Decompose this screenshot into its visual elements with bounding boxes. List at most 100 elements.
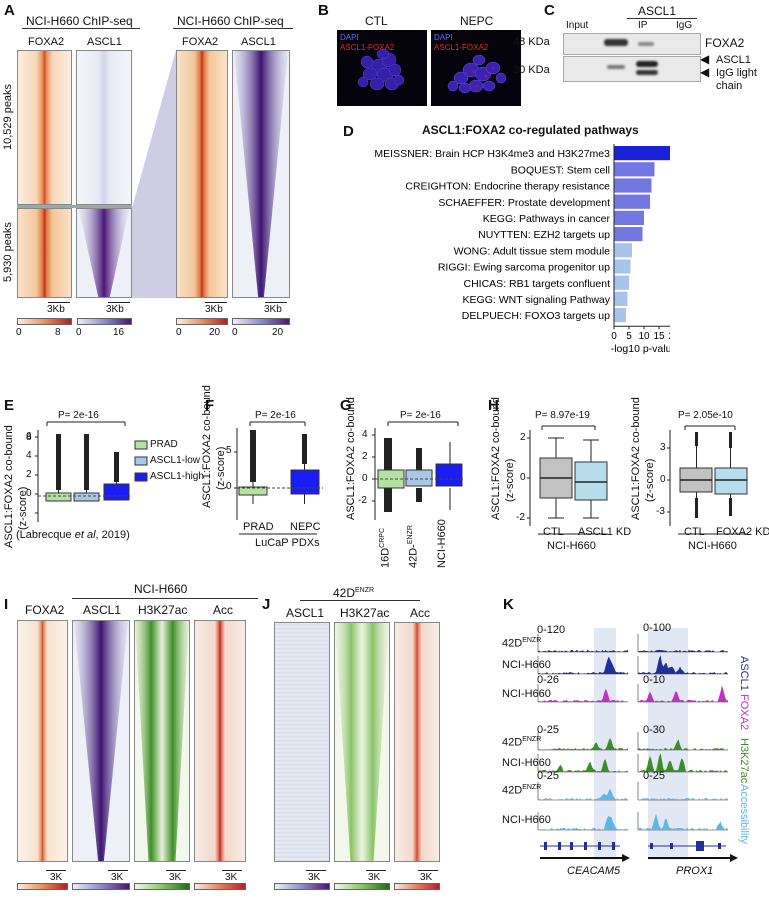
bar-label-6: WONG: Adult tissue stem module (454, 245, 611, 257)
k-range-l-1: 0-26 (537, 674, 560, 686)
k-gene-prox1: PROX1 (676, 865, 714, 877)
k-exon-left-5 (612, 842, 615, 850)
panel-c-header: ASCL1 (638, 4, 677, 18)
i-group-line (72, 598, 258, 599)
bar-label-2: CREIGHTON: Endocrine therapy resistance (405, 181, 610, 193)
f-ytick-0: 0 (226, 481, 232, 492)
j-group-line (300, 600, 420, 601)
g-cat2-sup: ENZR (407, 525, 414, 545)
k-signal-foxa2-h660-1 (638, 685, 728, 702)
band-ip-ascl1 (636, 61, 658, 67)
scale-label-a3: 3Kb (205, 304, 223, 315)
k-signal-ascl1-42d-0 (538, 649, 628, 652)
bar-label-5: NUYTTEN: EZH2 targets up (478, 229, 610, 241)
f-cat-prad: PRAD (243, 521, 274, 533)
j-heatmap-ascl1 (274, 622, 330, 862)
scale-bar-a3 (205, 302, 227, 303)
boxplot-h (527, 425, 748, 535)
j-col-acc: Acc (410, 606, 431, 620)
k-signal-acc-h660-1 (638, 813, 728, 830)
j-group-sup: ENZR (355, 587, 375, 594)
g-cat-16d: 16DCRPC (379, 528, 392, 568)
i-scalebar-1 (46, 870, 66, 871)
h1-cat-ctl: CTL (543, 526, 564, 538)
f-ytick-5: 5 (226, 445, 232, 456)
panel-b-ctl: CTL (365, 14, 388, 28)
microscopy-ctl: DAPI ASCL1-FOXA2 (337, 30, 427, 106)
j-col-ascl1: ASCL1 (286, 606, 325, 620)
pval-h1: P= 8.97e-19 (535, 410, 590, 421)
h2-group: NCI-H660 (688, 540, 737, 552)
bar-0 (614, 146, 670, 161)
h2-ylabel-1: ASCL1:FOXA2 co-bound (630, 397, 642, 520)
ascl1-wedge-graphic (78, 209, 130, 297)
colorbar-ascl1-zoom (232, 318, 290, 325)
k-signal-ascl1-h660-0 (538, 656, 628, 674)
g-ytick-2: 2 (362, 451, 368, 462)
k-signal-ascl1-42d-1 (638, 649, 728, 652)
citation-pre: (Labrecque (16, 529, 75, 541)
k-exon-right-0 (650, 843, 653, 849)
k-gene-ceacam5: CEACAM5 (567, 865, 621, 877)
panel-letter-f: F (205, 397, 215, 414)
f-ylabel-2: (z-score) (215, 446, 227, 490)
panel-letter-k: K (503, 596, 514, 613)
heatmap-separator (17, 205, 132, 208)
tick-foxa2-8: 8 (55, 327, 61, 338)
bar-3 (614, 194, 650, 209)
panel-letter-d: D (343, 123, 354, 140)
g-ytick-0: 0 (362, 473, 368, 484)
h1-cat-kd: ASCL1 KD (578, 526, 632, 538)
bar-label-1: BOQUEST: Stem cell (511, 164, 610, 176)
d-xtick-label-2: 10 (638, 331, 650, 342)
i-h3k27ac-graphic (135, 621, 189, 861)
j-scalebar-1 (306, 870, 326, 871)
bar-2 (614, 178, 652, 193)
e-ylabel-1: ASCL1:FOXA2 co-bound (3, 425, 15, 548)
g-ylabel: ASCL1:FOXA2 co-bound (345, 397, 357, 520)
panel-letter-b: B (318, 2, 329, 19)
g-cat-h660: NCI-H660 (436, 519, 448, 568)
h1-ylabel-2: (z-score) (504, 458, 516, 502)
k-signal-acc-h660-0 (538, 816, 628, 830)
tick-foxa2r-0: 0 (176, 327, 182, 338)
panel-letter-c: C (544, 2, 555, 19)
k-row-42d-1-text: 42D (502, 637, 523, 650)
k-range-r-1: 0-10 (643, 674, 666, 686)
cells-ctl-graphic (357, 48, 405, 91)
e-citation: (Labrecque et al, 2019) (16, 529, 130, 541)
k-signal-acc-42d-0 (538, 788, 628, 800)
k-range-r-2: 0-30 (643, 724, 666, 736)
i-heatmap-h3k27ac (134, 620, 190, 862)
k-row-42d-3: 42DENZR (502, 784, 541, 797)
g-ytick-4: 4 (362, 429, 368, 440)
i-col-foxa2: FOXA2 (25, 603, 65, 617)
k-exon-left-1 (558, 842, 561, 850)
panel-c-header-line (627, 18, 697, 19)
i-colorbar-2 (72, 883, 130, 890)
k-row-42d-1-sup: ENZR (522, 637, 542, 644)
j-group: 42DENZR (333, 586, 374, 600)
k-row-h660-4: NCI-H660 (502, 814, 551, 826)
e-ytick-4: 4 (26, 450, 32, 461)
panel-a-col-foxa2: FOXA2 (28, 36, 65, 48)
blot-arrow-2: ◀ (700, 65, 710, 79)
k-side-acc: Accessibility (738, 784, 750, 844)
panel-a-col-foxa2-right: FOXA2 (182, 36, 219, 48)
j-colorbar-3 (394, 883, 440, 890)
heatmap-ascl1-top (76, 50, 132, 205)
j-colorbar-1 (274, 883, 330, 890)
j-col-h3k27ac: H3K27ac (340, 606, 390, 620)
d-xtick-label-1: 5 (626, 331, 632, 342)
i-col-acc: Acc (213, 603, 234, 617)
k-signal-h3k27ac-42d-0 (538, 738, 628, 750)
k-side-foxa2: FOXA2 (738, 694, 750, 731)
k-exon-left-4 (598, 842, 601, 850)
peaks-top-label: 10,529 peaks (2, 83, 14, 150)
j-heatmap-acc (394, 622, 440, 862)
k-exon-right-1 (670, 843, 673, 849)
heatmap-foxa2-top (17, 50, 72, 205)
i-scale-1: 3K (50, 872, 63, 883)
j-scalebar-3 (418, 870, 438, 871)
genome-tracks-k (537, 628, 738, 862)
